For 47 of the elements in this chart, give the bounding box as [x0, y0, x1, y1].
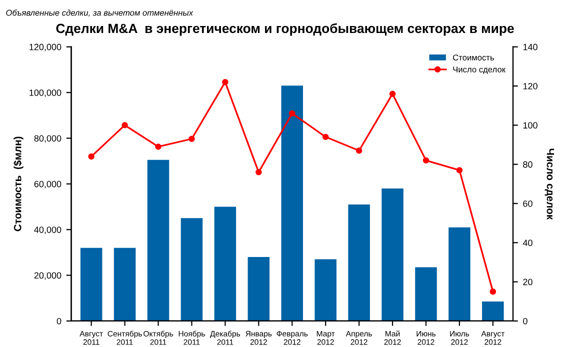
y2-tick-label: 100 [523, 122, 538, 129]
y-axis-title: Стоимость ($млн) [13, 136, 24, 232]
y-tick-label: 0 [56, 318, 62, 324]
y2-tick-label: 140 [523, 44, 538, 50]
legend-label: Стоимость [453, 54, 494, 60]
y-tick-label: 60,000 [34, 180, 62, 188]
bar [214, 206, 236, 321]
point [256, 169, 262, 176]
bar [448, 227, 470, 321]
y-tick-label: 20,000 [34, 272, 62, 280]
y2-tick-label: 60 [523, 200, 532, 207]
legend-label: Число сделок [453, 66, 506, 74]
text: Объявленные сделки, за вычетом отменённых [6, 10, 194, 17]
bar [348, 204, 370, 321]
y2-tick-label: 80 [523, 161, 532, 168]
y2-axis-title: Число сделок [544, 148, 554, 220]
bar [382, 188, 404, 321]
point [155, 144, 162, 150]
bar [180, 218, 203, 321]
y-tick-label: 120,000 [30, 44, 62, 52]
point [88, 153, 94, 160]
bar [482, 302, 504, 321]
point [422, 157, 430, 164]
y2-tick-label: 0 [523, 318, 528, 324]
point [122, 122, 128, 128]
point [222, 78, 228, 86]
point [356, 147, 362, 154]
y2-tick-label: 40 [522, 240, 532, 246]
bar [415, 267, 437, 321]
y-tick-label: 40,000 [34, 226, 62, 234]
bar [114, 248, 136, 321]
y2-tick-label: 120 [523, 82, 538, 90]
y-tick-label: 80,000 [34, 135, 62, 143]
y-tick-label: 100,000 [30, 90, 62, 97]
point [456, 167, 463, 174]
chart-title: Сделки M&A в энергетическом и горнодобывающем секторах в мире [56, 23, 514, 36]
bar [147, 160, 170, 321]
point [289, 110, 296, 117]
bar [80, 248, 102, 321]
point [188, 136, 195, 142]
bar [314, 259, 336, 321]
point [490, 288, 496, 295]
point [322, 134, 329, 140]
bar [281, 86, 303, 321]
bar [248, 257, 270, 321]
y2-tick-label: 20 [523, 278, 532, 286]
point [389, 90, 396, 97]
